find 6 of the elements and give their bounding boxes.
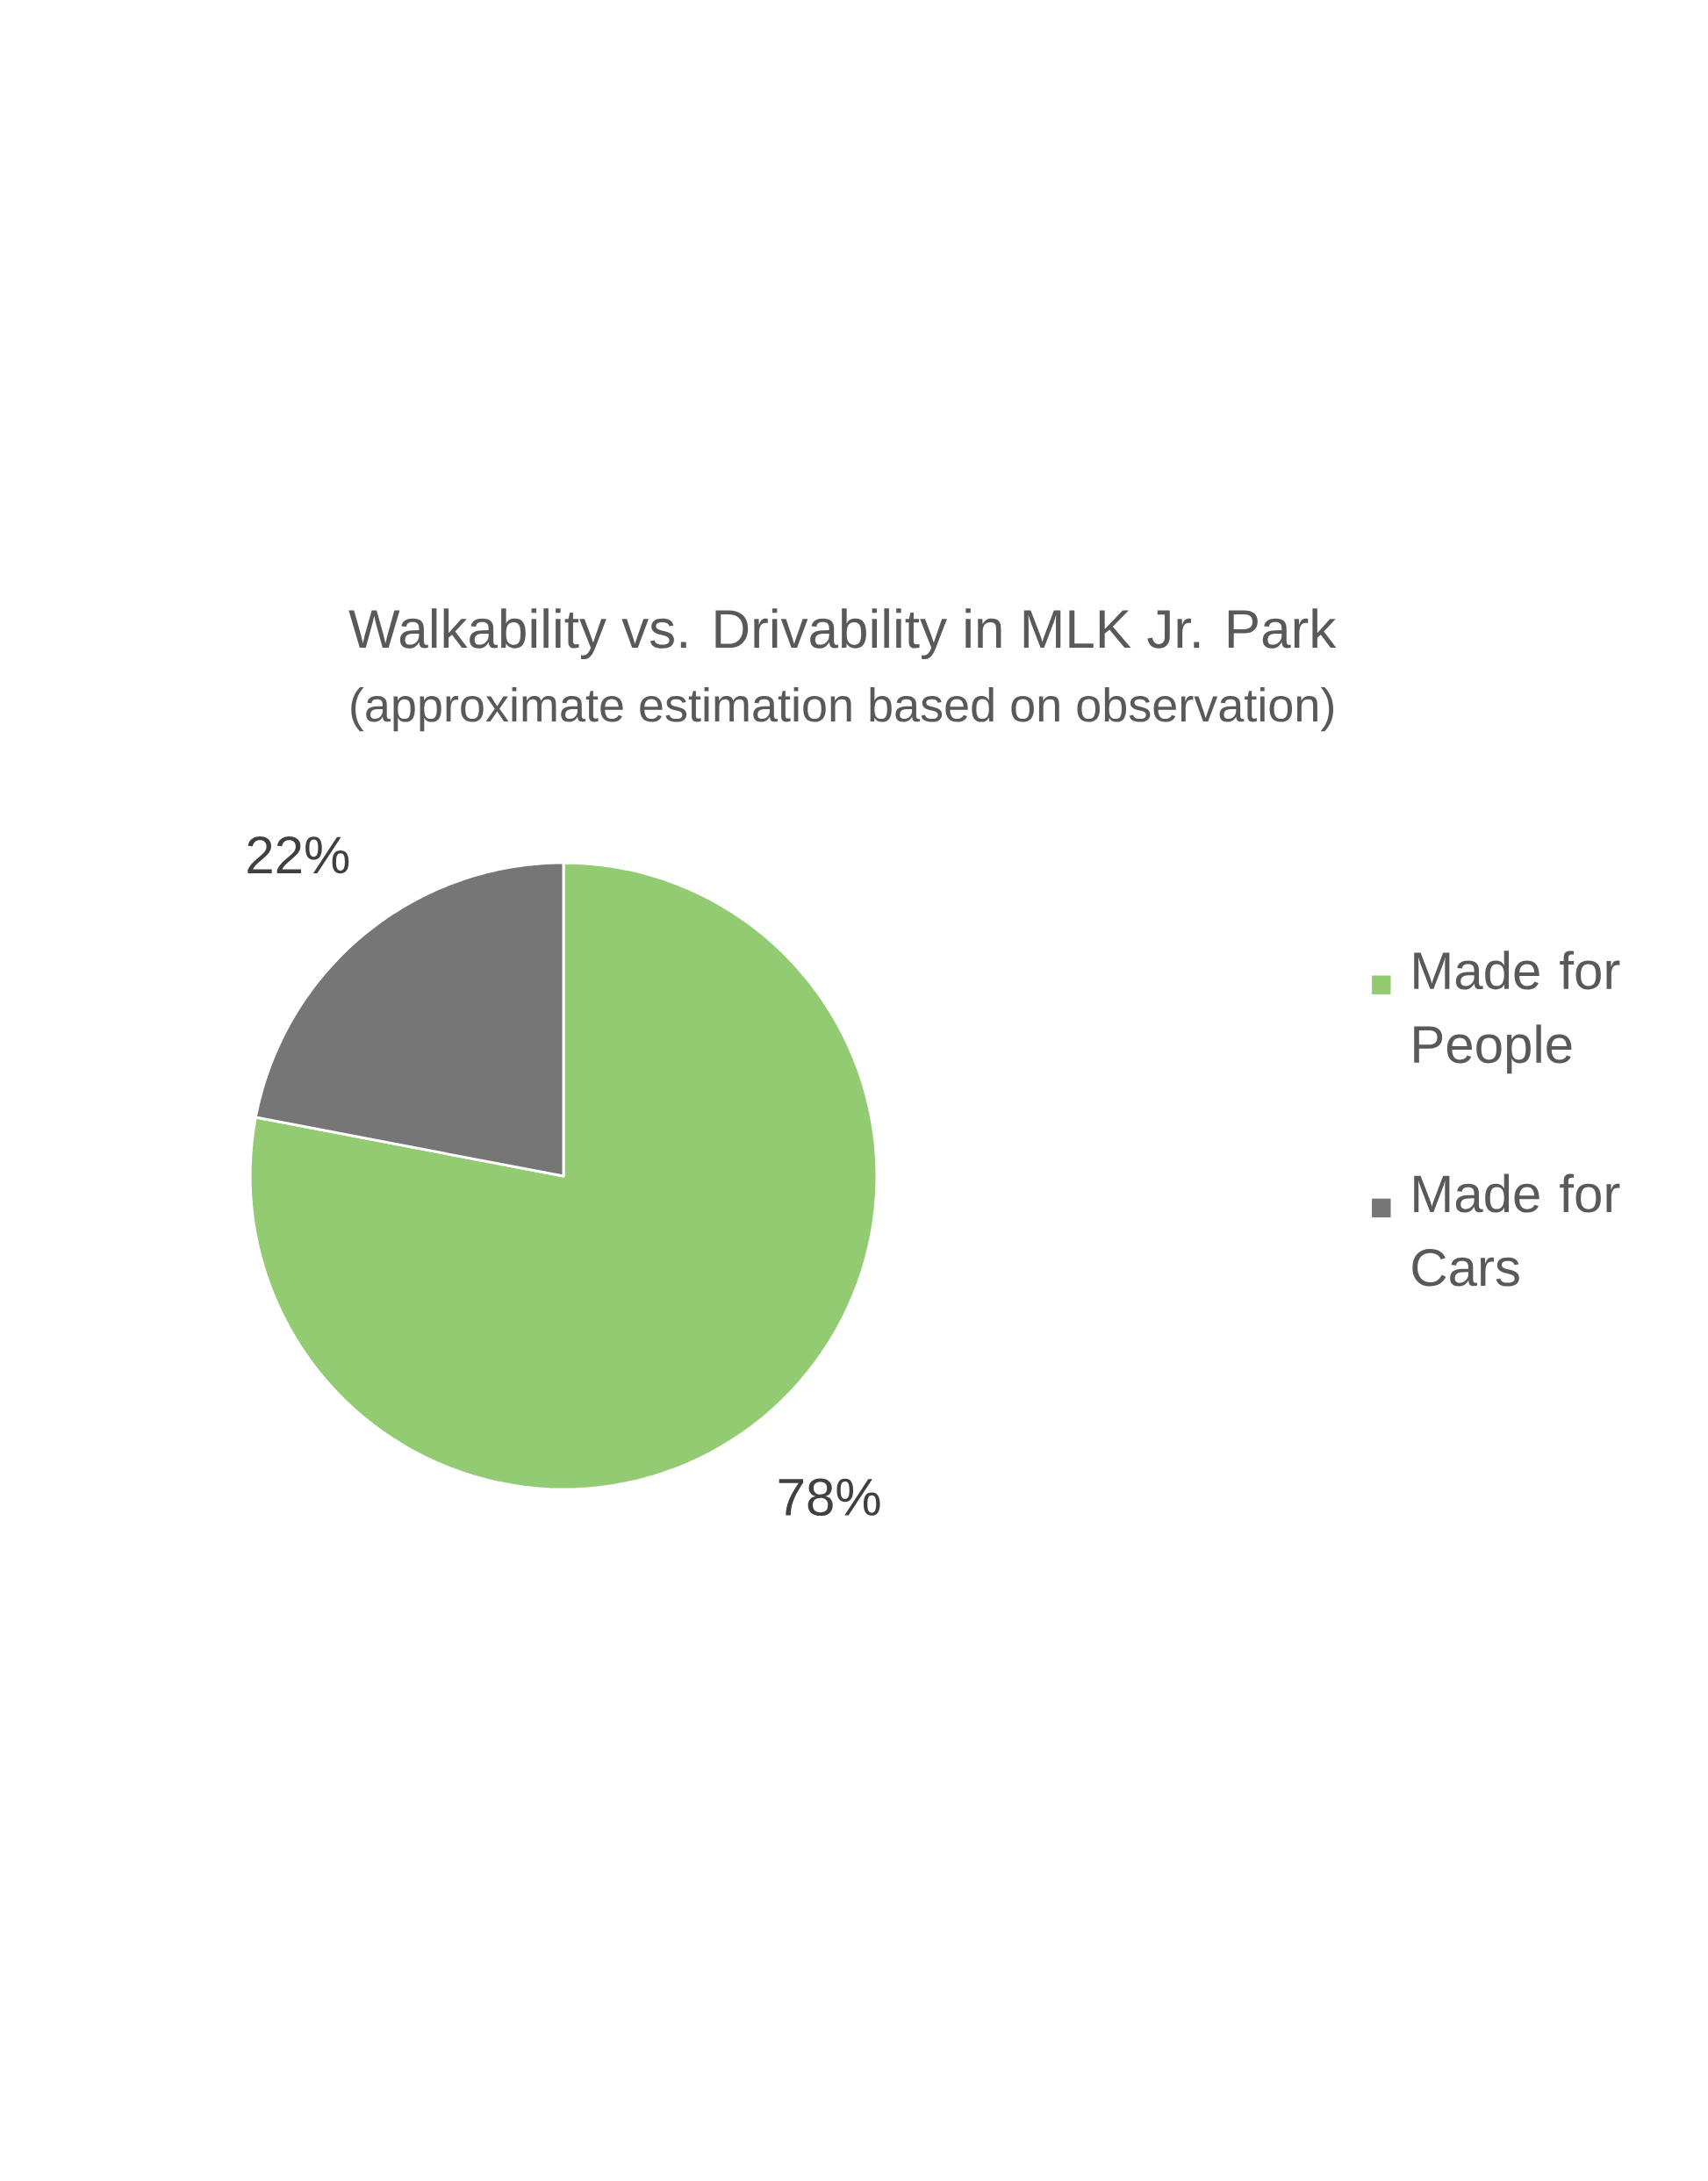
data-label: 78% xyxy=(779,1478,880,1517)
legend-label: Made for People xyxy=(1414,951,1620,1074)
chart-subtitle: (approximate estimation based on observation) xyxy=(351,686,1333,732)
data-label: 22% xyxy=(248,836,349,874)
chart-title: Walkability vs. Drivability in MLK Jr. Park xyxy=(348,608,1337,659)
legend-label: Made for Cars xyxy=(1412,1173,1620,1287)
